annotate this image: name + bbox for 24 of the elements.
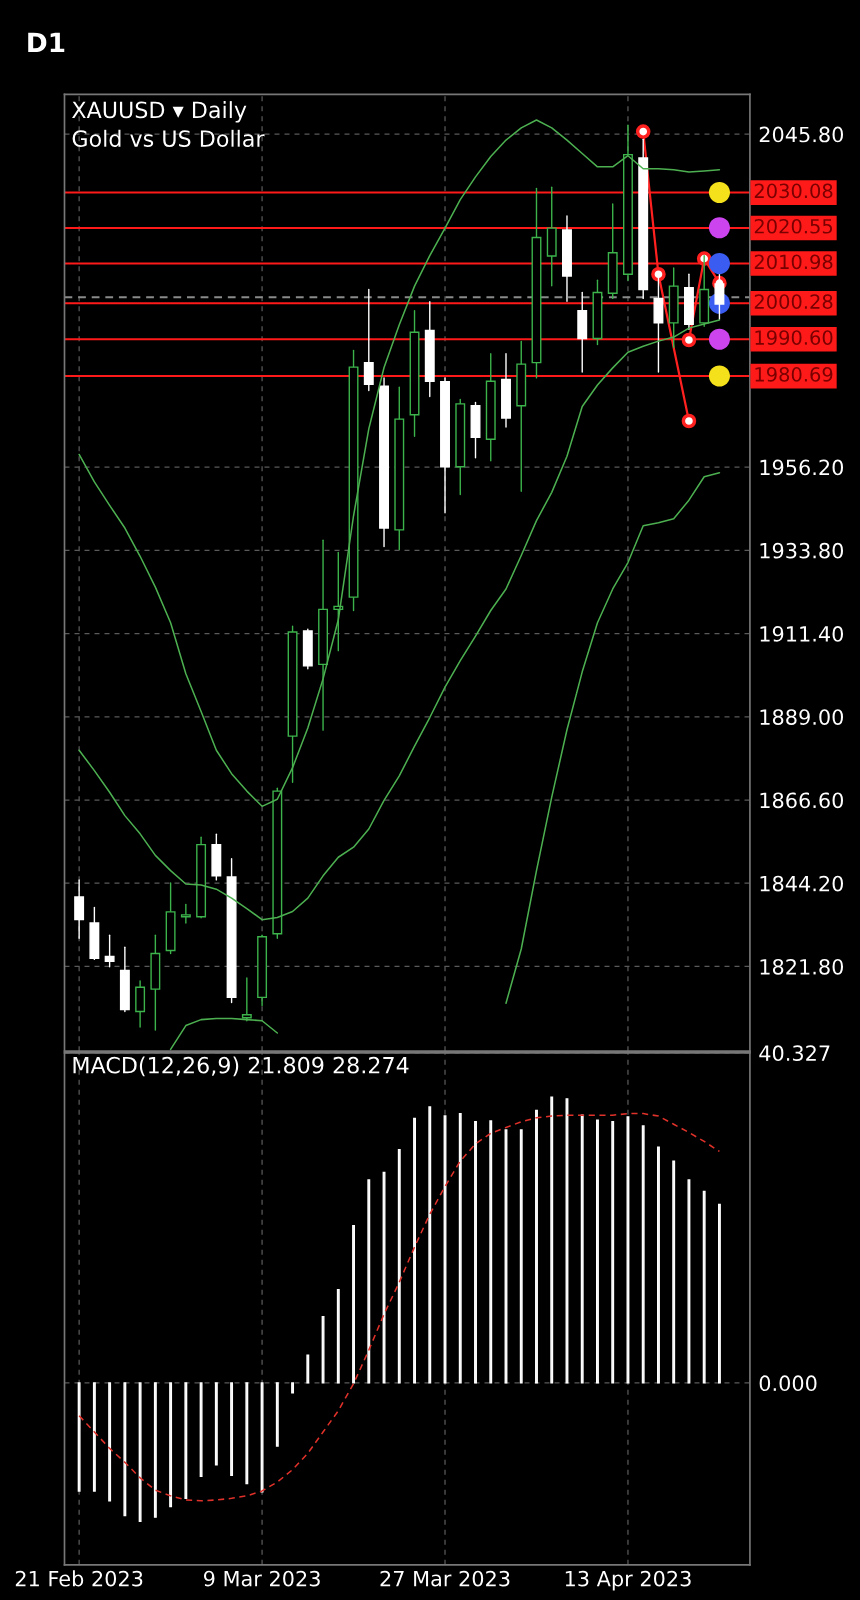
ref-line-label: 2010.98	[754, 254, 833, 270]
y-tick-label: 1866.60	[760, 792, 844, 809]
y-tick-label: 2045.80	[759, 126, 844, 143]
y-tick-label: 1821.80	[760, 958, 844, 975]
y-tick-label: 40.327	[759, 1045, 830, 1062]
ref-line-label: 1980.69	[755, 367, 833, 382]
y-tick-label: 1911.40	[760, 626, 844, 642]
x-tick-label: 21 Feb 2023	[15, 1570, 143, 1587]
y-tick-label: 1956.20	[760, 459, 844, 476]
text: D1	[28, 32, 65, 53]
x-tick-label: 27 Mar 2023	[380, 1570, 510, 1587]
ref-line-label: 2020.55	[754, 218, 833, 234]
y-tick-label: 1933.80	[760, 542, 844, 559]
y-tick-label: 1889.00	[760, 709, 844, 725]
text: Gold vs US Dollar	[72, 129, 265, 147]
ref-line-label: 1990.60	[755, 330, 833, 345]
y-tick-label: 1844.20	[760, 875, 844, 892]
chart-title: XAUUSD ▾ Daily	[72, 101, 247, 123]
ref-line-label: 2030.08	[754, 183, 833, 199]
x-tick-label: 13 Apr 2023	[565, 1570, 691, 1591]
y-tick-label: 0.000	[759, 1375, 817, 1392]
ref-line-label: 2000.28	[754, 294, 833, 309]
x-tick-label: 9 Mar 2023	[203, 1570, 320, 1587]
chart-title: MACD(12,26,9) 21.809 28.274	[73, 1056, 409, 1077]
